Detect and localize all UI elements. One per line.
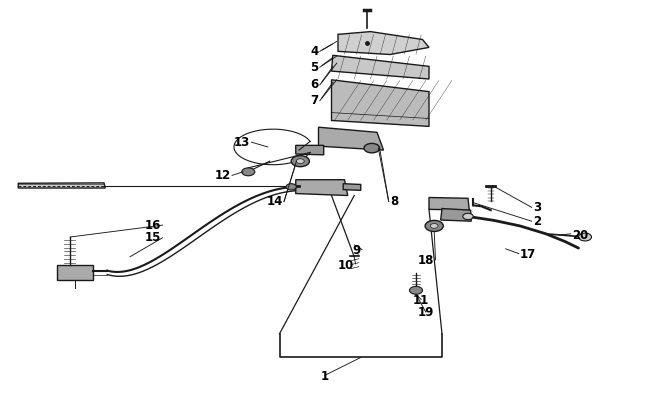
- Text: 16: 16: [145, 219, 161, 231]
- Text: 11: 11: [413, 294, 429, 307]
- Polygon shape: [343, 184, 361, 190]
- Polygon shape: [18, 183, 105, 188]
- Text: 13: 13: [234, 136, 250, 149]
- Polygon shape: [441, 209, 471, 221]
- Text: 7: 7: [311, 94, 318, 107]
- Text: 4: 4: [310, 45, 318, 58]
- Text: 9: 9: [352, 245, 361, 257]
- Circle shape: [578, 233, 592, 241]
- Text: 20: 20: [572, 229, 588, 241]
- Circle shape: [463, 213, 473, 220]
- Polygon shape: [296, 145, 324, 155]
- Circle shape: [291, 156, 309, 167]
- Circle shape: [410, 286, 422, 294]
- Polygon shape: [332, 55, 429, 79]
- Circle shape: [430, 224, 438, 228]
- Circle shape: [364, 143, 380, 153]
- Text: 18: 18: [418, 254, 434, 267]
- Polygon shape: [318, 127, 384, 150]
- Text: 2: 2: [533, 215, 541, 228]
- Polygon shape: [296, 180, 348, 196]
- Text: 1: 1: [321, 370, 329, 382]
- Text: 19: 19: [417, 307, 434, 319]
- Circle shape: [296, 159, 304, 164]
- Polygon shape: [338, 32, 429, 55]
- Text: 17: 17: [520, 248, 536, 261]
- Text: 10: 10: [338, 259, 354, 272]
- Circle shape: [242, 168, 255, 176]
- Polygon shape: [429, 198, 469, 210]
- Text: 14: 14: [266, 195, 283, 208]
- Circle shape: [425, 220, 443, 231]
- Text: 12: 12: [214, 169, 231, 182]
- Circle shape: [286, 184, 296, 190]
- Text: 3: 3: [533, 201, 541, 214]
- Polygon shape: [332, 80, 429, 126]
- Text: 15: 15: [145, 231, 161, 244]
- Text: 6: 6: [310, 79, 318, 91]
- Text: 8: 8: [390, 195, 398, 208]
- Text: 5: 5: [310, 61, 318, 73]
- Polygon shape: [57, 265, 93, 280]
